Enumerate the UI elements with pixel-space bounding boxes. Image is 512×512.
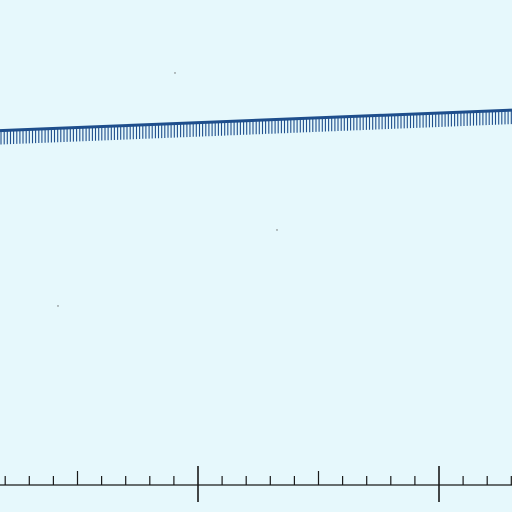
boundary-hatch-ticks [0, 110, 512, 145]
hatched-boundary-line [0, 108, 512, 145]
boundary-line [0, 108, 512, 133]
stray-dots [57, 72, 278, 307]
scale-ruler-major-ticks [197, 466, 440, 502]
map-dot [174, 72, 176, 74]
map-dot [276, 229, 278, 231]
scale-ruler-minor-ticks [4, 471, 512, 485]
scale-ruler [0, 466, 512, 502]
map-dot [57, 305, 59, 307]
